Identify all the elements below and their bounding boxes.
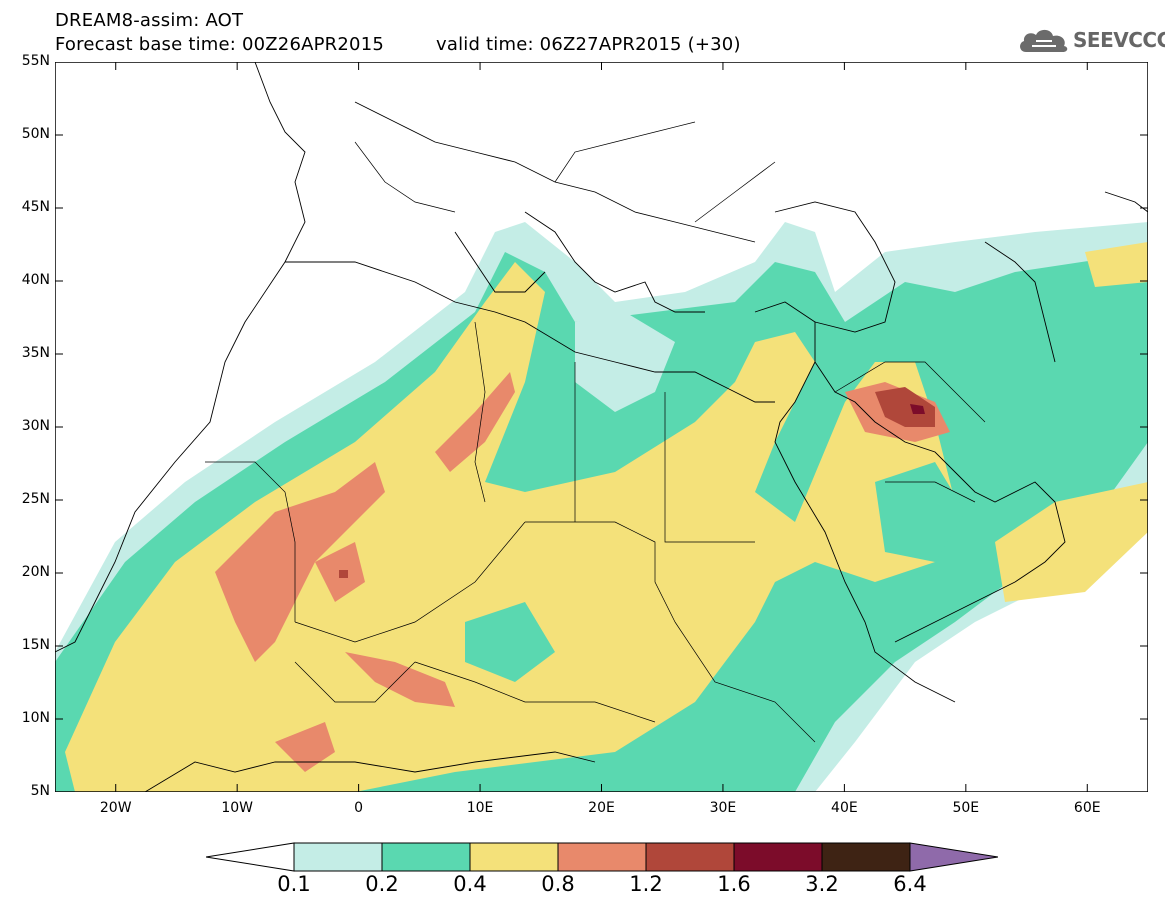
aot-field-1.6-sahara bbox=[339, 570, 348, 578]
forecast-times: Forecast base time: 00Z26APR2015 valid ti… bbox=[55, 34, 741, 55]
lat-label: 50N bbox=[21, 126, 50, 142]
cloud-icon bbox=[1020, 29, 1068, 52]
lat-label: 10N bbox=[21, 710, 50, 726]
aot-field-0.8-w bbox=[215, 462, 385, 662]
base-time: Forecast base time: 00Z26APR2015 bbox=[55, 34, 384, 55]
axis-ticks bbox=[55, 62, 1148, 792]
colorbar-label: 6.4 bbox=[893, 872, 927, 896]
lat-label: 5N bbox=[30, 783, 50, 799]
colorbar-segment bbox=[645, 842, 735, 872]
aot-field-0.8-gulf bbox=[275, 722, 335, 772]
seevccc-logo: SEEVCCC bbox=[1018, 26, 1165, 54]
lat-label: 55N bbox=[21, 53, 50, 69]
coastlines bbox=[55, 62, 1148, 792]
colorbar-label: 3.2 bbox=[805, 872, 839, 896]
lon-label: 20W bbox=[99, 800, 132, 816]
aot-field-0.8-ne bbox=[435, 372, 515, 472]
aot-field-1.2 bbox=[875, 387, 935, 427]
borders bbox=[205, 121, 986, 743]
lat-label: 30N bbox=[21, 418, 50, 434]
aot-map bbox=[55, 62, 1148, 792]
lon-label: 20E bbox=[588, 800, 615, 816]
colorbar-segment bbox=[206, 842, 295, 872]
colorbar-segment bbox=[381, 842, 471, 872]
colorbar-segment bbox=[557, 842, 647, 872]
aot-field-0.4-nk bbox=[1085, 242, 1148, 287]
aot-field-0.4-east bbox=[995, 482, 1148, 602]
lat-label: 45N bbox=[21, 199, 50, 215]
colorbar-segment bbox=[293, 842, 383, 872]
colorbar-label: 0.8 bbox=[541, 872, 575, 896]
colorbar-segment bbox=[909, 842, 998, 872]
lat-label: 25N bbox=[21, 491, 50, 507]
lon-label: 60E bbox=[1073, 800, 1101, 816]
aot-field-0.4 bbox=[65, 262, 955, 792]
lon-label: 10W bbox=[221, 800, 253, 816]
lon-label: 0 bbox=[354, 800, 364, 816]
valid-time: valid time: 06Z27APR2015 (+30) bbox=[436, 34, 741, 55]
lon-label: 30E bbox=[709, 800, 737, 816]
aot-field-0.2-arabia bbox=[875, 462, 965, 562]
colorbar-label: 1.6 bbox=[717, 872, 751, 896]
lon-label: 50E bbox=[952, 800, 980, 816]
colorbar-segment bbox=[733, 842, 823, 872]
lat-label: 15N bbox=[21, 637, 50, 653]
colorbar-label: 0.2 bbox=[365, 872, 399, 896]
aot-field-0.1-med bbox=[575, 312, 675, 412]
lon-label: 40E bbox=[831, 800, 858, 816]
lon-label: 10E bbox=[466, 800, 494, 816]
logo-text: SEEVCCC bbox=[1073, 28, 1165, 52]
colorbar-label: 0.4 bbox=[453, 872, 487, 896]
colorbar-segment bbox=[821, 842, 911, 872]
lat-label: 35N bbox=[21, 345, 50, 361]
aot-field-1.6 bbox=[910, 404, 925, 414]
colorbar-label: 1.2 bbox=[629, 872, 663, 896]
aot-field-0.8-sahel bbox=[345, 652, 455, 707]
lat-label: 40N bbox=[21, 272, 50, 288]
map-title: DREAM8-assim: AOT bbox=[55, 10, 244, 31]
aot-field-0.2-inlay bbox=[465, 602, 555, 682]
colorbar bbox=[206, 842, 998, 872]
lat-label: 20N bbox=[21, 564, 50, 580]
colorbar-label: 0.1 bbox=[277, 872, 311, 896]
colorbar-segment bbox=[469, 842, 559, 872]
